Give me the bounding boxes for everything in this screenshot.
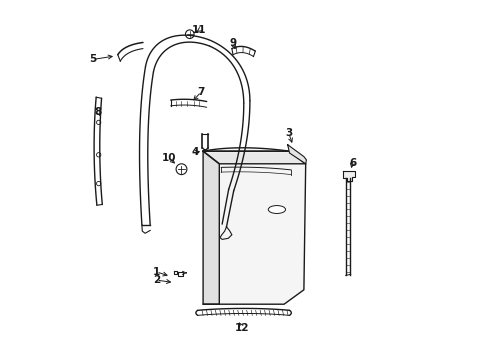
Polygon shape (203, 151, 305, 304)
Text: 3: 3 (285, 128, 292, 138)
Circle shape (96, 120, 101, 125)
Polygon shape (203, 151, 305, 164)
Text: 4: 4 (191, 147, 198, 157)
Text: 1: 1 (152, 267, 160, 277)
Text: 9: 9 (229, 38, 236, 48)
Polygon shape (342, 171, 355, 181)
Circle shape (185, 30, 194, 39)
Text: 11: 11 (192, 25, 206, 35)
Text: 6: 6 (348, 158, 355, 168)
Polygon shape (203, 151, 219, 304)
Ellipse shape (268, 206, 285, 213)
Text: 2: 2 (152, 275, 160, 285)
Text: 5: 5 (89, 54, 97, 64)
Circle shape (96, 153, 101, 157)
Circle shape (176, 164, 186, 175)
Text: 12: 12 (234, 323, 249, 333)
Text: 10: 10 (162, 153, 176, 163)
Text: 7: 7 (197, 87, 204, 97)
Circle shape (96, 181, 101, 186)
Polygon shape (287, 145, 306, 164)
Text: 8: 8 (94, 107, 102, 117)
